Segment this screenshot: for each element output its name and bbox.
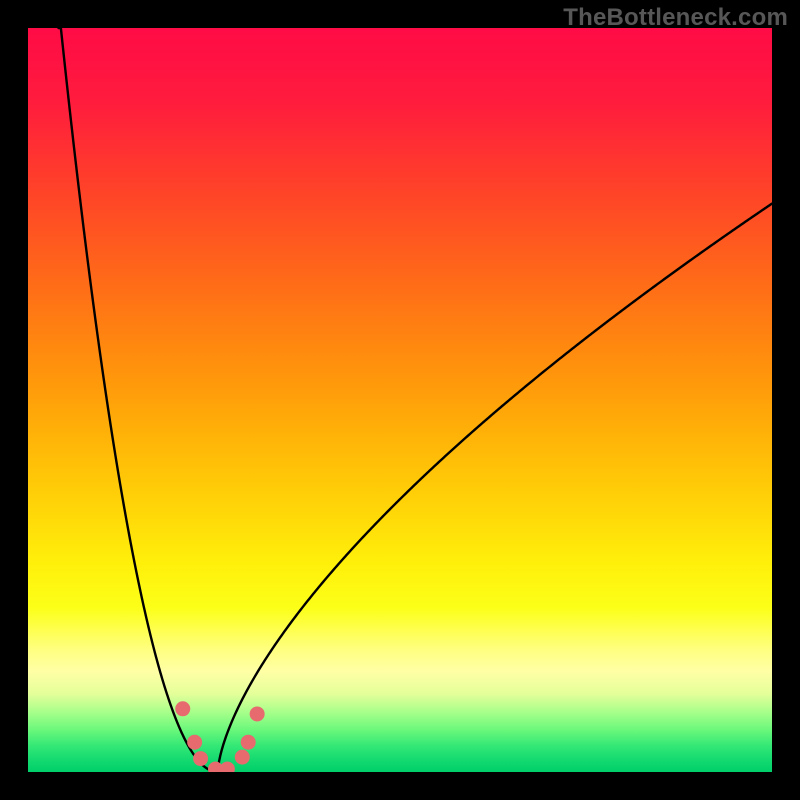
marker-point (241, 735, 255, 749)
marker-point (188, 735, 202, 749)
marker-point (235, 750, 249, 764)
plot-area (28, 28, 772, 772)
marker-point (220, 762, 234, 772)
marker-point (194, 752, 208, 766)
marker-point (176, 702, 190, 716)
gradient-background (28, 28, 772, 772)
marker-point (250, 707, 264, 721)
watermark-text: TheBottleneck.com (563, 4, 788, 32)
plot-svg (28, 28, 772, 772)
